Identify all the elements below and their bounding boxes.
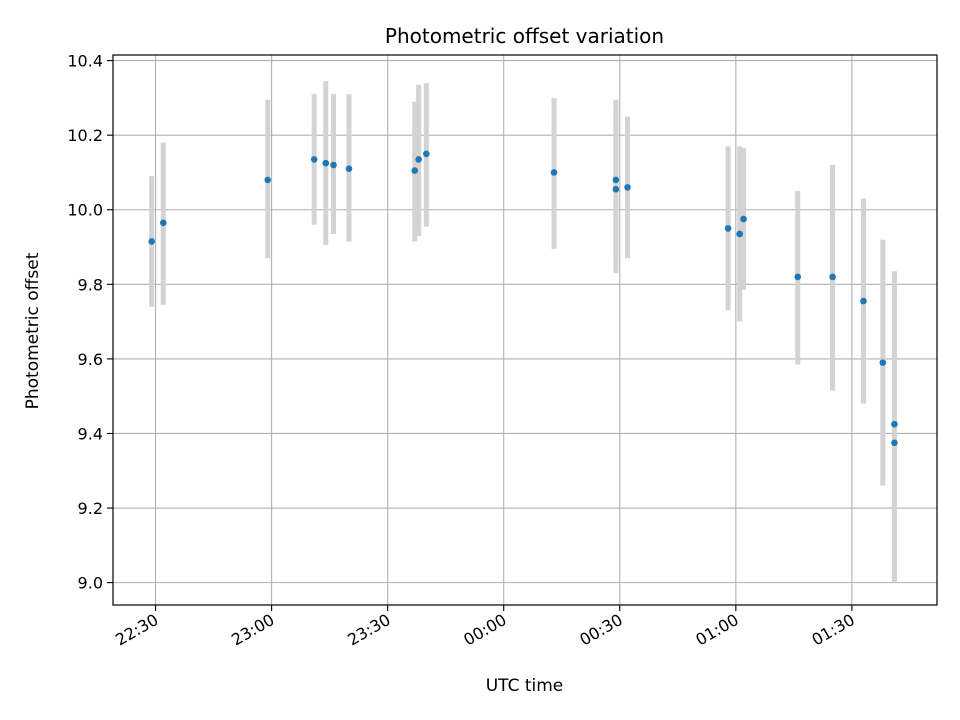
data-point <box>794 273 802 281</box>
data-point <box>322 159 330 167</box>
data-point <box>612 185 620 193</box>
data-point <box>550 169 558 176</box>
data-point <box>345 165 353 173</box>
data-point <box>624 184 631 191</box>
data-point <box>612 176 620 184</box>
data-point <box>264 176 272 184</box>
y-tick-label: 10.4 <box>67 52 103 71</box>
y-tick-label: 9.6 <box>78 350 103 369</box>
data-point <box>423 150 430 158</box>
plot-area-frame <box>112 54 938 606</box>
data-points <box>148 150 898 447</box>
data-point <box>415 156 422 163</box>
y-axis-title: Photometric offset <box>23 252 43 409</box>
y-tick-label: 10.2 <box>67 126 103 145</box>
data-point <box>411 167 419 174</box>
y-axis-ticks: 9.0 9.2 9.4 9.6 9.8 10.0 10.2 10.4 <box>67 52 113 593</box>
data-point <box>148 238 155 245</box>
y-tick-label: 9.0 <box>78 574 103 593</box>
data-point <box>740 215 747 223</box>
data-point <box>736 230 744 238</box>
data-point <box>891 420 898 428</box>
data-point <box>159 219 167 227</box>
data-point <box>724 225 732 232</box>
y-tick-label: 9.4 <box>78 424 103 443</box>
y-tick-label: 9.8 <box>78 275 103 294</box>
data-point <box>829 273 836 281</box>
y-tick-label: 10.0 <box>67 201 103 220</box>
data-point <box>310 156 318 163</box>
data-point <box>891 439 898 447</box>
data-point <box>879 359 887 366</box>
x-axis-title: UTC time <box>486 676 564 696</box>
data-point <box>330 161 337 169</box>
chart-title: Photometric offset variation <box>385 24 664 48</box>
data-point <box>860 297 867 305</box>
y-tick-label: 9.2 <box>78 499 103 518</box>
